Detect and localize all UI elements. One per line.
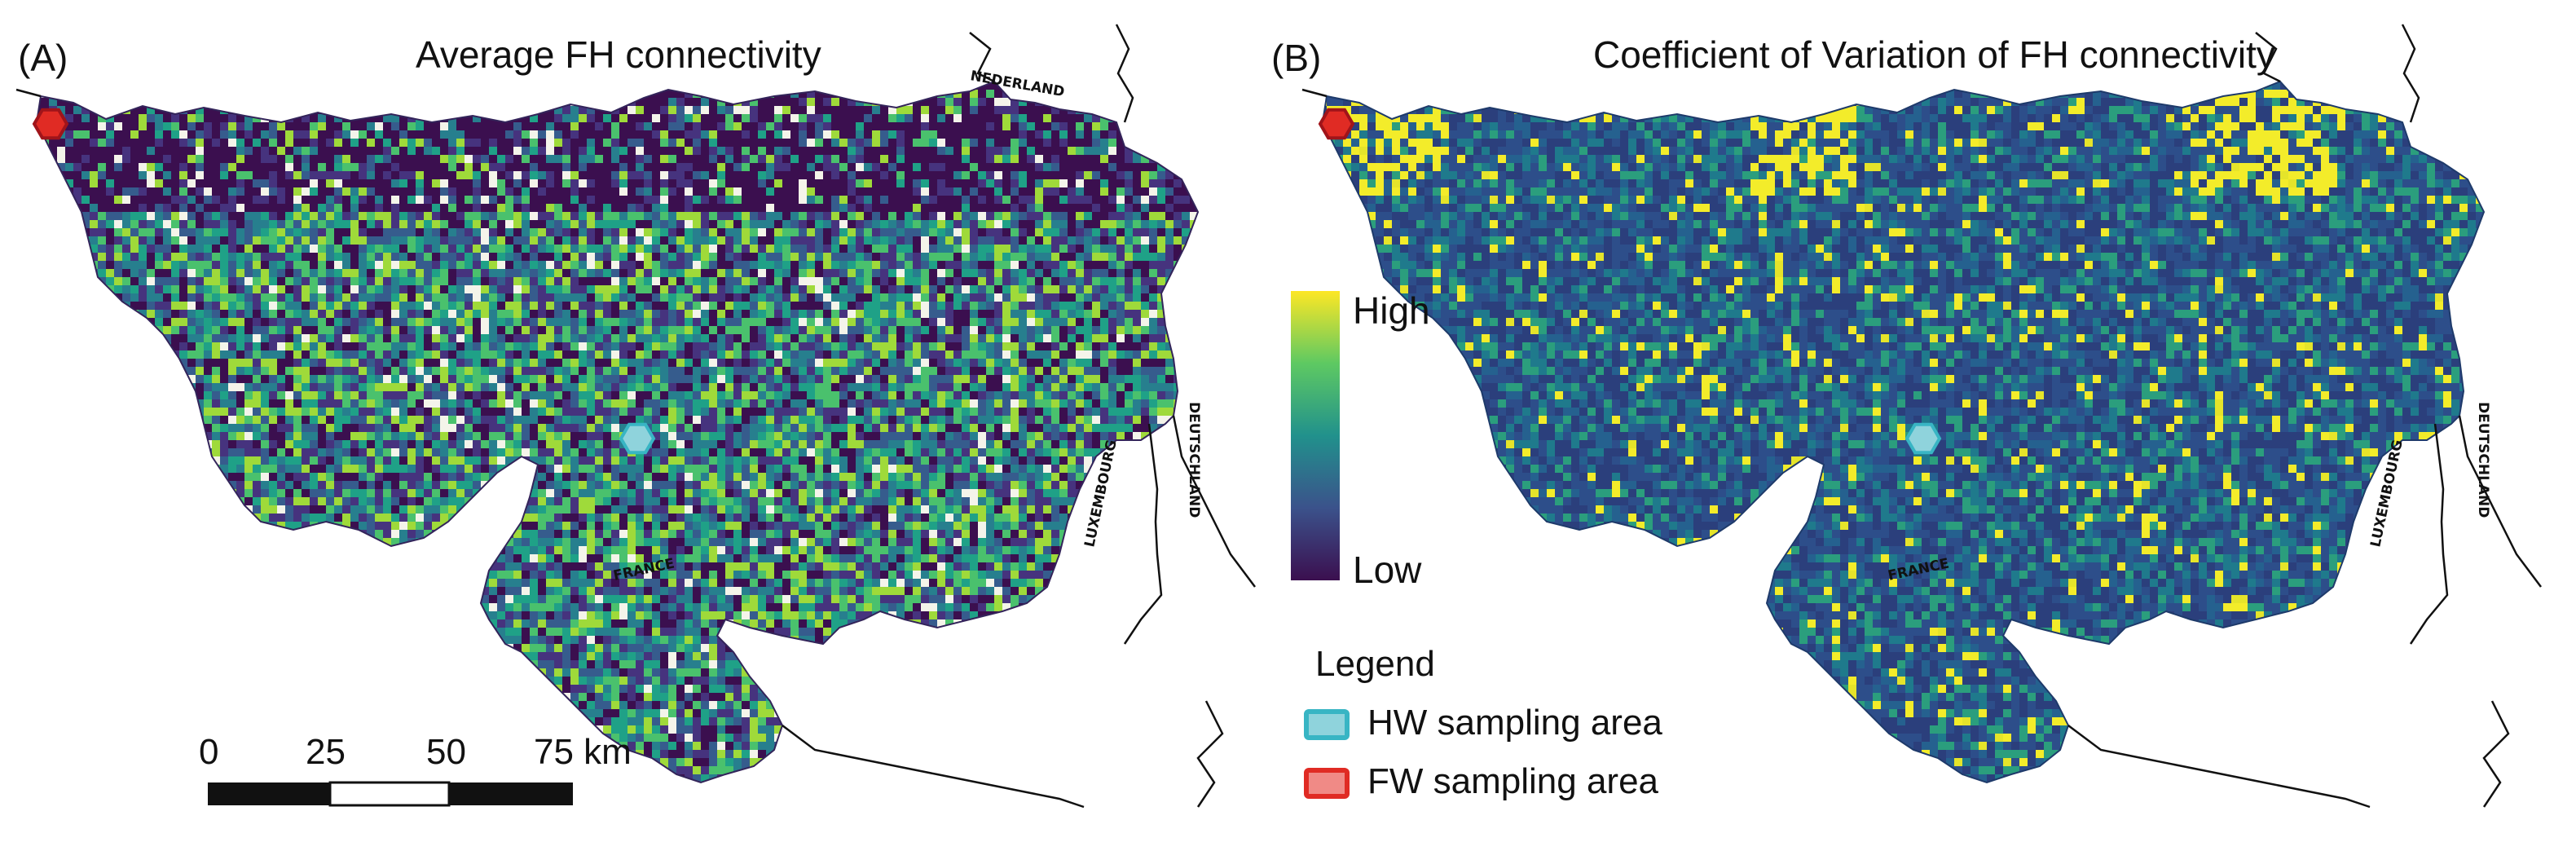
map-panel-b: DEUTSCHLAND LUXEMBOURG FRANCE [1301,24,2542,809]
colorbar-high-label: High [1353,289,1430,333]
scale-tick-50: 50 [426,732,466,773]
fw-sampling-marker-b [1318,108,1355,140]
panel-b-letter: (B) [1271,36,1321,80]
belgium-wallonia-outline-a [35,80,1200,784]
legend-swatch-hw [1304,709,1350,740]
scale-tick-25: 25 [306,732,346,773]
legend-label-hw: HW sampling area [1367,703,1662,743]
scale-tick-75: 75 km [534,732,632,773]
belgium-wallonia-outline-b [1321,80,2486,784]
hw-sampling-marker-a [619,422,656,455]
national-borders-a [15,24,1256,809]
label-deutschland-b: DEUTSCHLAND [2475,402,2491,518]
scale-bar [208,781,573,807]
scale-tick-0: 0 [199,732,218,773]
scale-segment-1 [208,782,330,805]
legend-title: Legend [1315,644,1435,685]
label-deutschland-a: DEUTSCHLAND [1186,402,1202,518]
fw-sampling-marker-a [32,108,69,140]
panel-a-title: Average FH connectivity [416,33,821,77]
national-borders-b [1301,24,2542,809]
panel-b-title: Coefficient of Variation of FH connectiv… [1593,33,2275,77]
colorbar [1291,291,1340,580]
legend-label-fw: FW sampling area [1367,761,1658,802]
scale-segment-2 [328,781,451,807]
panel-a-letter: (A) [18,36,68,80]
legend-swatch-fw [1304,768,1350,799]
colorbar-low-label: Low [1353,548,1421,592]
scale-segment-3 [449,782,573,805]
hw-sampling-marker-b [1904,422,1942,455]
map-panel-a: NEDERLAND DEUTSCHLAND LUXEMBOURG FRANCE [15,24,1256,809]
